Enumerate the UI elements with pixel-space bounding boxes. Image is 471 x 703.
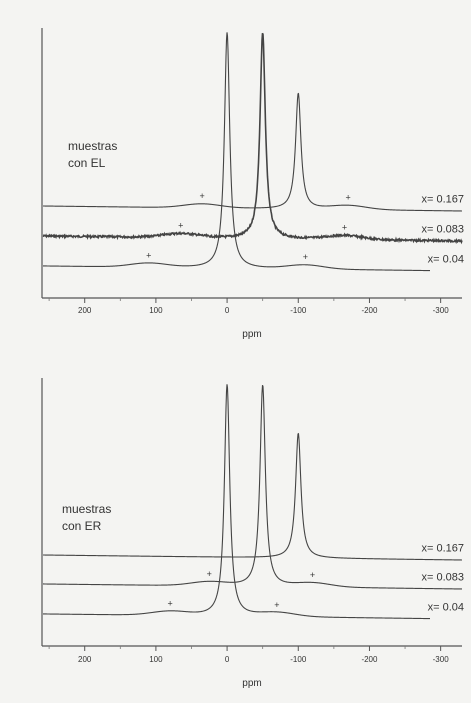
x-tick-label: 200 bbox=[78, 655, 92, 664]
series-line bbox=[42, 32, 463, 245]
series-line bbox=[42, 32, 431, 272]
series-label: x= 0.04 bbox=[428, 602, 464, 614]
series-label: x= 0.04 bbox=[428, 254, 464, 266]
sideband-marker: + bbox=[168, 599, 173, 609]
x-axis-label: ppm bbox=[242, 329, 261, 340]
sideband-marker: + bbox=[303, 252, 308, 262]
chart-panel-top: 200 100 0 -100 -200 -300 ppm muestras con EL + + x=… bbox=[41, 28, 464, 340]
sideband-marker: + bbox=[274, 600, 279, 610]
sideband-marker: + bbox=[207, 569, 212, 579]
series-label: x= 0.083 bbox=[421, 572, 464, 584]
x-tick-label: 100 bbox=[149, 306, 163, 315]
x-tick-label: -300 bbox=[433, 655, 450, 664]
series-label: x= 0.083 bbox=[421, 224, 464, 236]
x-tick-label: 0 bbox=[225, 306, 230, 315]
x-tick-label: -200 bbox=[361, 655, 378, 664]
x-tick-label: 100 bbox=[149, 655, 163, 664]
series-label: x= 0.167 bbox=[421, 543, 464, 555]
series-label: x= 0.167 bbox=[421, 194, 464, 206]
x-tick-label: -300 bbox=[433, 306, 450, 315]
sample-annotation: con EL bbox=[68, 156, 106, 170]
series-line bbox=[42, 384, 431, 620]
sample-annotation: muestras bbox=[68, 139, 117, 153]
x-tick-label: -200 bbox=[361, 306, 378, 315]
sideband-marker: + bbox=[146, 250, 151, 260]
sideband-marker: + bbox=[345, 193, 350, 203]
sideband-marker: + bbox=[178, 221, 183, 231]
sample-annotation: muestras bbox=[62, 502, 111, 516]
sample-annotation: con ER bbox=[62, 519, 102, 533]
series-line bbox=[42, 432, 462, 561]
sideband-marker: + bbox=[200, 191, 205, 201]
x-tick-label: 0 bbox=[225, 655, 230, 664]
x-tick-label: -100 bbox=[290, 306, 307, 315]
sideband-marker: + bbox=[342, 223, 347, 233]
x-axis-label: ppm bbox=[242, 678, 261, 689]
x-tick-label: -100 bbox=[290, 655, 307, 664]
x-tick-label: 200 bbox=[78, 306, 92, 315]
series-line bbox=[42, 92, 463, 212]
chart-panel-bottom: 200 100 0 -100 -200 -300 ppm muestras con ER x= 0… bbox=[41, 378, 464, 689]
series-line bbox=[43, 384, 463, 590]
sideband-marker: + bbox=[310, 570, 315, 580]
